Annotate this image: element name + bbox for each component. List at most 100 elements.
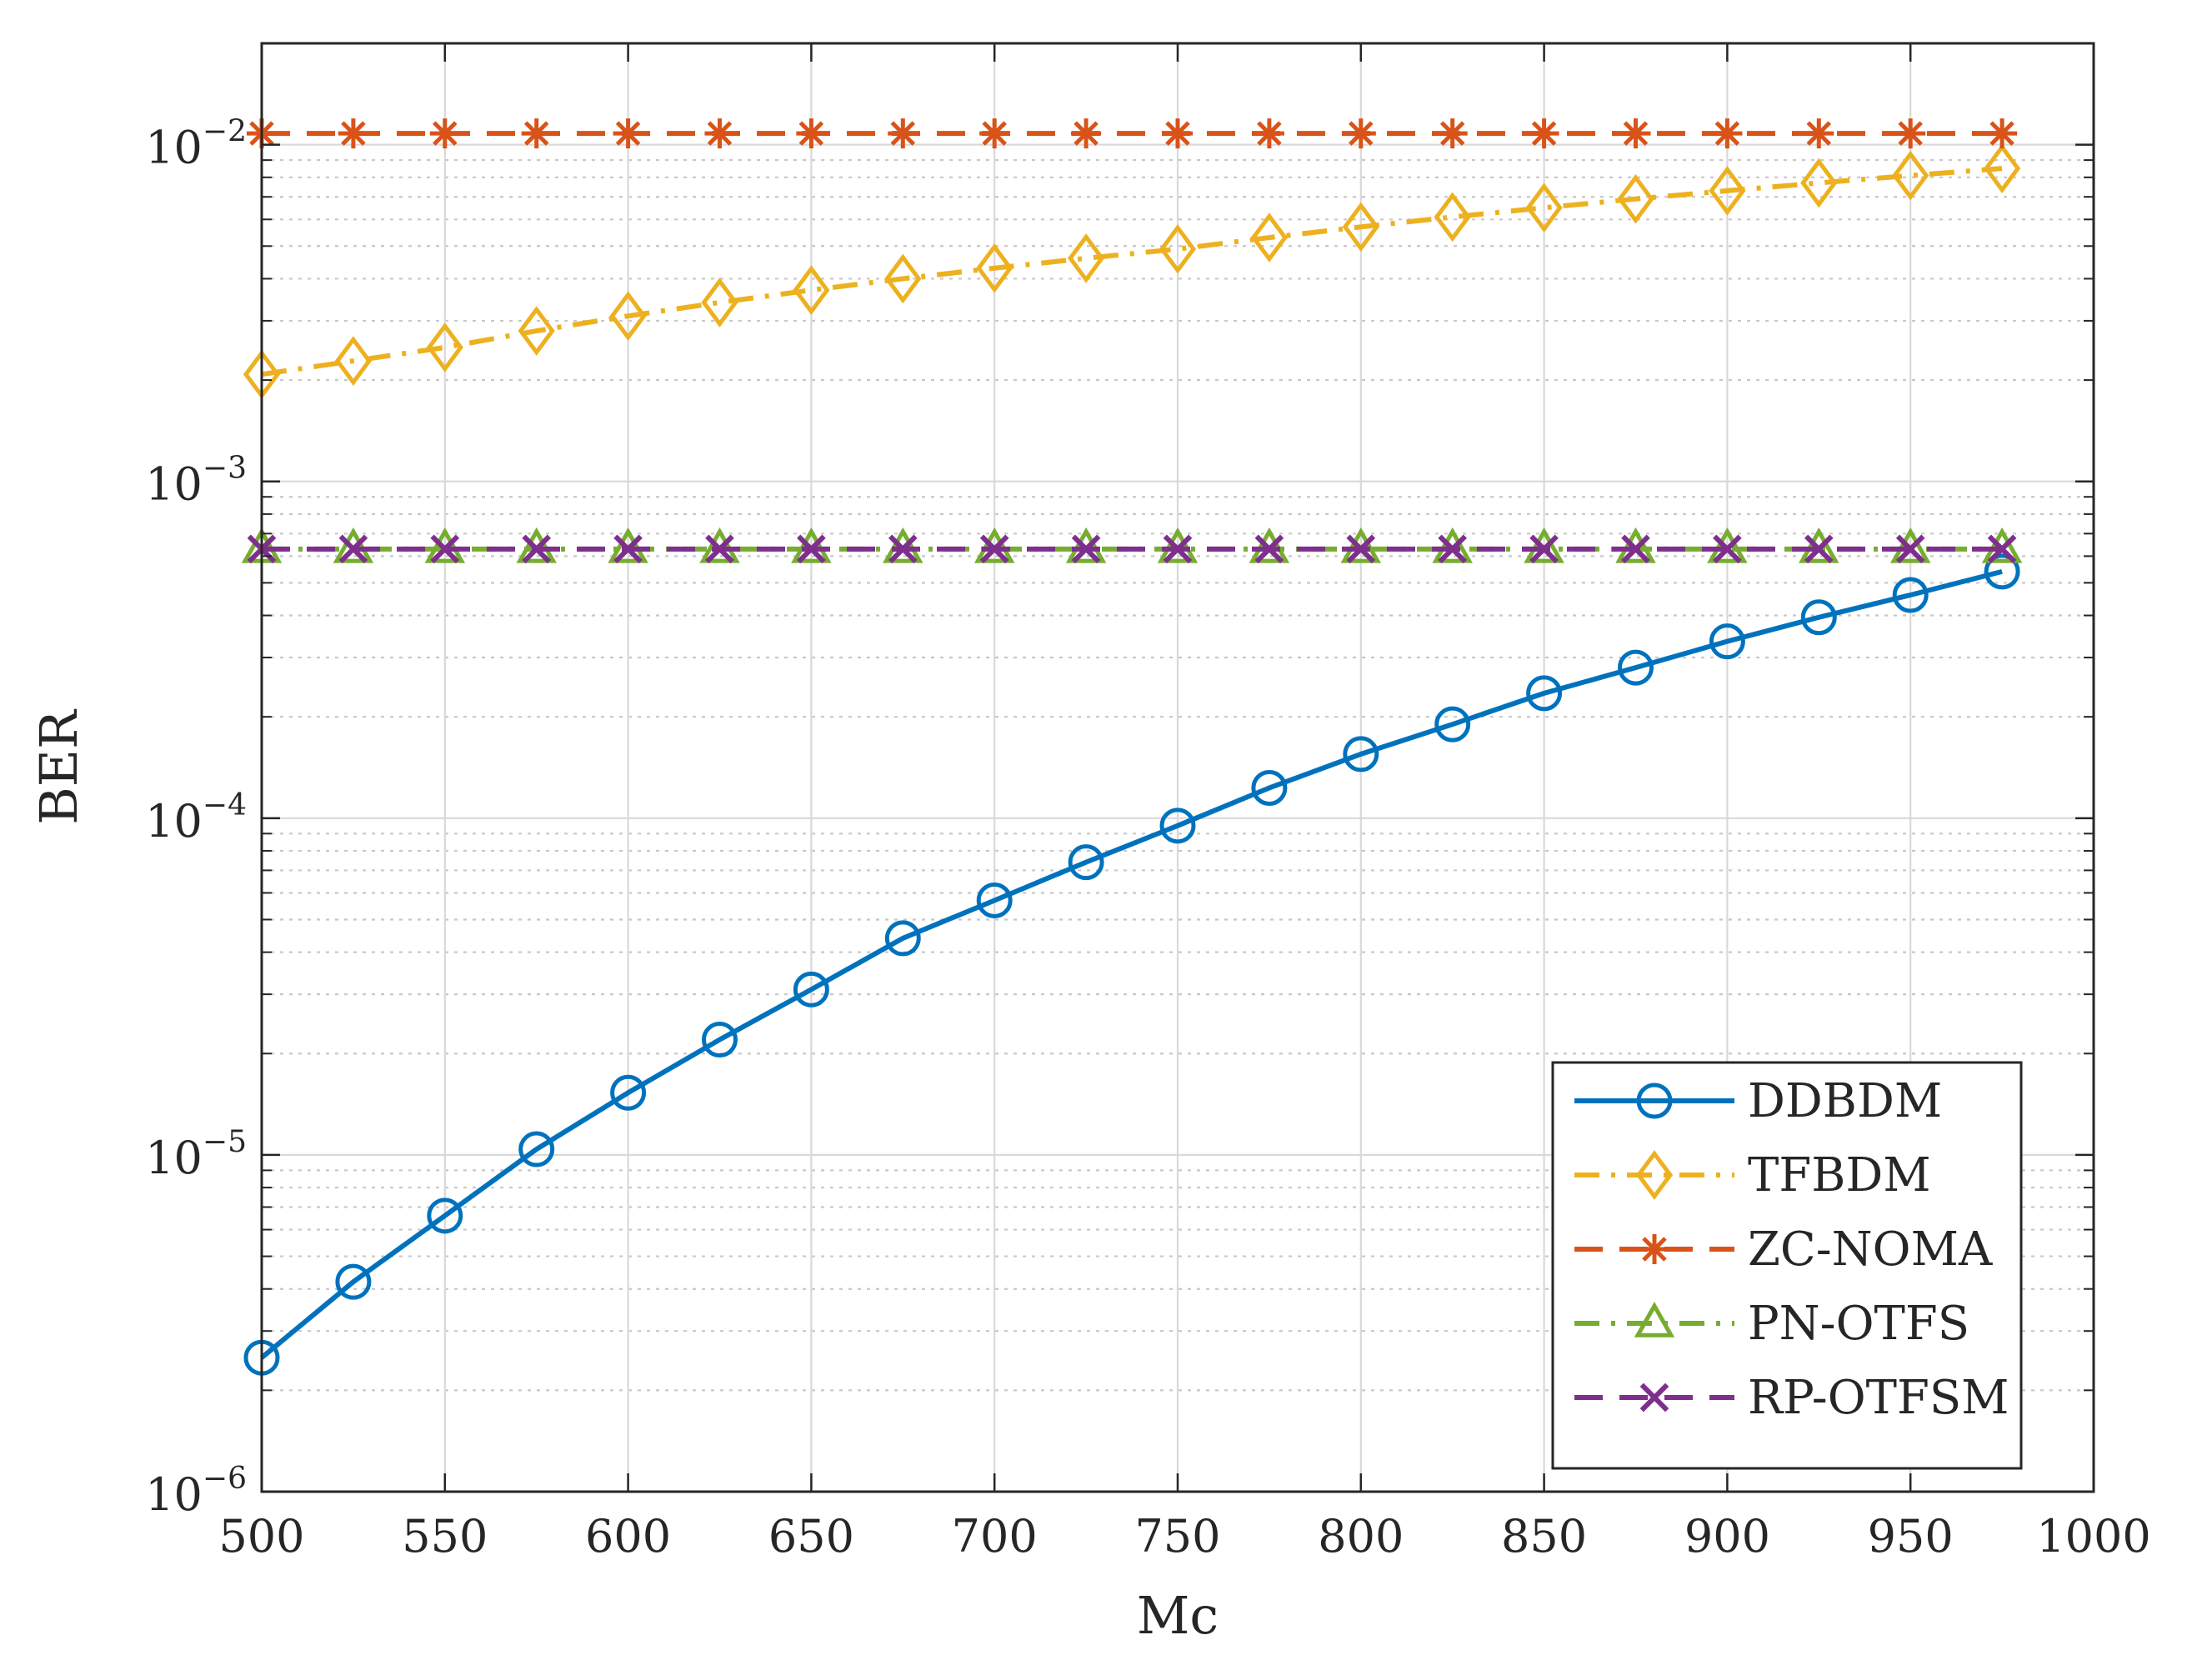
data-point-tfbdm [1525,182,1563,233]
data-point-rp-otfsm [1529,534,1559,564]
data-point-rp-otfsm [1713,534,1742,564]
data-point-pn-otfs [1799,527,1839,563]
legend-marker-zc-noma [1639,1233,1670,1265]
data-point-pn-otfs [424,527,466,563]
data-point-zc-noma [888,118,918,149]
data-point-pn-otfs [1707,527,1748,563]
legend-label-pn-otfs: PN-OTFS [1748,1297,1969,1351]
x-tick-label: 800 [1318,1510,1404,1562]
x-tick-label: 950 [1868,1510,1954,1562]
data-point-pn-otfs [1889,527,1931,563]
legend-label-rp-otfsm: RP-OTFSM [1748,1371,2009,1425]
data-point-rp-otfsm [1621,534,1650,564]
y-tick-base: 10 [145,122,203,174]
data-point-ddbdm [1709,623,1745,660]
data-point-rp-otfsm [1895,534,1925,564]
data-point-tfbdm [1342,202,1379,252]
legend-marker-ddbdm [1636,1082,1673,1119]
data-point-ddbdm [1434,706,1471,742]
y-tick-label: 10−4 [145,788,247,848]
x-tick-label: 850 [1501,1510,1587,1562]
y-tick-base: 10 [145,458,203,511]
data-point-rp-otfsm [430,534,460,564]
data-point-pn-otfs [608,527,648,563]
data-point-tfbdm [1800,158,1838,208]
x-tick-label: 650 [768,1510,854,1562]
data-point-zc-noma [1437,118,1468,149]
legend-entry-ddbdm: DDBDM [1574,1074,1942,1128]
data-point-tfbdm [1250,212,1289,262]
data-point-rp-otfsm [338,534,368,564]
data-point-tfbdm [701,278,738,328]
data-point-tfbdm [1159,223,1197,274]
data-point-zc-noma [613,118,643,149]
y-tick-exponent: −6 [203,1462,247,1496]
x-tick-label: 550 [402,1510,488,1562]
x-tick-label: 1000 [2036,1510,2150,1562]
y-tick-label: 10−2 [145,115,247,174]
data-point-zc-noma [1620,118,1651,149]
legend-entry-pn-otfs: PN-OTFS [1574,1297,1969,1351]
data-point-rp-otfsm [1254,534,1284,564]
data-point-tfbdm [1617,173,1654,224]
data-point-tfbdm [334,336,373,386]
data-point-tfbdm [1067,233,1105,283]
legend-marker-rp-otfsm [1639,1382,1669,1412]
data-point-ddbdm [884,920,921,957]
data-point-zc-noma [704,118,735,149]
data-point-tfbdm [518,306,555,356]
data-point-rp-otfsm [613,534,643,564]
data-point-pn-otfs [1249,527,1290,563]
legend-label-tfbdm: TFBDM [1748,1148,1931,1202]
y-tick-exponent: −5 [203,1125,247,1159]
x-tick-label: 700 [952,1510,1038,1562]
data-point-pn-otfs [1615,527,1656,563]
data-point-zc-noma [429,118,460,149]
data-point-ddbdm [1343,736,1379,772]
data-point-ddbdm [702,1022,738,1058]
y-tick-label: 10−3 [145,452,247,511]
x-tick-label: 600 [585,1510,671,1562]
data-point-tfbdm [1892,150,1929,201]
data-point-pn-otfs [333,527,374,563]
data-point-rp-otfsm [1438,534,1468,564]
data-point-zc-noma [1254,118,1284,149]
data-point-ddbdm [1618,649,1654,686]
data-point-tfbdm [609,291,647,342]
data-point-zc-noma [1987,118,2018,149]
data-point-zc-noma [521,118,552,149]
legend-label-zc-noma: ZC-NOMA [1748,1222,1993,1277]
data-point-rp-otfsm [1987,534,2017,564]
data-point-zc-noma [1712,118,1743,149]
data-point-pn-otfs [699,527,740,563]
legend-label-ddbdm: DDBDM [1748,1074,1942,1128]
data-point-ddbdm [335,1263,372,1300]
y-axis-title: BER [28,708,89,825]
data-point-pn-otfs [1524,527,1564,563]
data-point-pn-otfs [1432,527,1473,563]
data-point-ddbdm [518,1131,555,1168]
data-point-rp-otfsm [522,534,552,564]
legend-marker-pn-otfs [1634,1302,1675,1338]
data-point-tfbdm [426,322,463,372]
data-point-rp-otfsm [979,534,1009,564]
data-point-rp-otfsm [888,534,918,564]
y-tick-exponent: −4 [203,788,247,822]
data-point-zc-noma [796,118,827,149]
y-tick-base: 10 [145,1132,203,1184]
data-point-zc-noma [1895,118,1926,149]
x-tick-label: 900 [1684,1510,1770,1562]
data-point-pn-otfs [791,527,832,563]
data-point-tfbdm [793,265,830,315]
data-point-pn-otfs [1340,527,1382,563]
data-point-rp-otfsm [705,534,734,564]
data-point-zc-noma [979,118,1010,149]
x-tick-label: 500 [218,1510,304,1562]
series-tfbdm [243,143,2021,400]
y-tick-base: 10 [145,795,203,848]
data-point-ddbdm [1068,844,1104,881]
data-point-pn-otfs [973,527,1015,563]
data-point-pn-otfs [883,527,923,563]
data-point-ddbdm [610,1074,647,1111]
